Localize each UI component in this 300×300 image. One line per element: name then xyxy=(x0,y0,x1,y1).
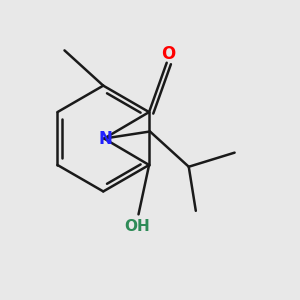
Text: O: O xyxy=(161,45,176,63)
Text: N: N xyxy=(99,130,113,148)
Text: OH: OH xyxy=(124,219,150,234)
